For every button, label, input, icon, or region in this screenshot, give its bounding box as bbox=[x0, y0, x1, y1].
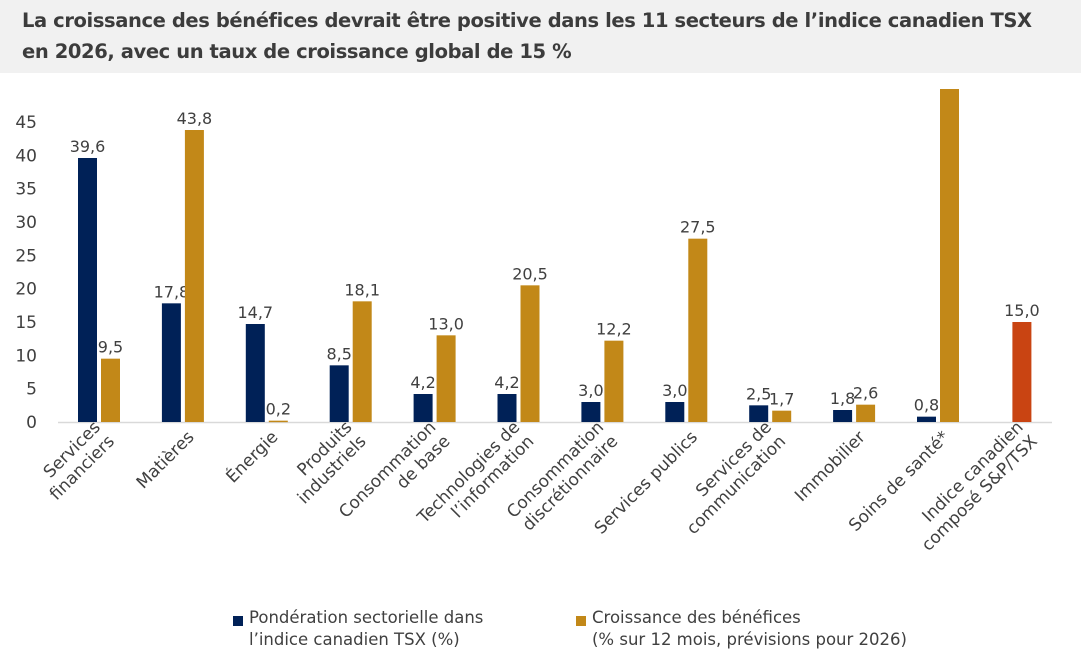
y-tick-label: 5 bbox=[26, 380, 37, 400]
legend-label: l’indice canadien TSX (%) bbox=[249, 630, 460, 649]
data-label-weight: 2,5 bbox=[746, 384, 771, 403]
data-label-weight: 39,6 bbox=[70, 137, 106, 156]
legend-label: Pondération sectorielle dans bbox=[249, 608, 484, 627]
data-label-weight: 3,0 bbox=[662, 381, 687, 400]
data-label-growth: 2,6 bbox=[853, 384, 878, 403]
x-tick-label: Indice canadiencomposé S&P/TSX bbox=[904, 417, 1042, 555]
x-tick-label: Servicesfinanciers bbox=[32, 417, 119, 504]
y-tick-label: 45 bbox=[15, 113, 37, 133]
bar-growth bbox=[688, 238, 708, 422]
legend-item-weight: Pondération sectorielle dans l’indice ca… bbox=[249, 607, 483, 651]
legend-label: (% sur 12 mois, prévisions pour 2026) bbox=[592, 630, 907, 649]
legend-swatch-growth bbox=[576, 616, 586, 626]
data-label-weight: 14,7 bbox=[237, 303, 273, 322]
bar-index-growth bbox=[1012, 322, 1032, 422]
y-tick-label: 35 bbox=[15, 180, 37, 200]
bar-growth bbox=[856, 404, 876, 422]
data-label-growth: 13,0 bbox=[428, 314, 464, 333]
y-tick-label: 15 bbox=[15, 313, 37, 333]
data-label-growth: 9,5 bbox=[98, 338, 123, 357]
x-tick-label: Énergie bbox=[221, 426, 282, 487]
data-label-weight: 0,8 bbox=[914, 396, 939, 415]
data-label-weight: 4,2 bbox=[410, 373, 435, 392]
data-label-growth: 27,5 bbox=[680, 218, 716, 237]
bar-weight bbox=[161, 303, 181, 422]
data-label-weight: 1,8 bbox=[830, 389, 855, 408]
bar-weight bbox=[833, 410, 853, 422]
data-label-weight: 3,0 bbox=[578, 381, 603, 400]
bar-growth bbox=[184, 130, 204, 422]
data-label-growth: 1,7 bbox=[769, 390, 794, 409]
title-line-1: La croissance des bénéfices devrait être… bbox=[22, 9, 1032, 32]
bar-weight bbox=[749, 405, 769, 422]
legend-item-growth: Croissance des bénéfices (% sur 12 mois,… bbox=[592, 607, 907, 651]
bar-growth bbox=[101, 358, 120, 422]
bar-weight bbox=[665, 402, 685, 422]
legend-label: Croissance des bénéfices bbox=[592, 608, 801, 627]
y-tick-label: 10 bbox=[15, 346, 37, 366]
x-tick-label-line: Énergie bbox=[221, 426, 282, 487]
y-tick-label: 30 bbox=[15, 213, 37, 233]
data-label-weight: 8,5 bbox=[326, 344, 351, 363]
bar-growth bbox=[940, 89, 959, 422]
data-label-growth: 20,5 bbox=[512, 264, 548, 283]
bar-weight bbox=[581, 402, 601, 422]
data-label-growth: 0,2 bbox=[266, 400, 291, 419]
bar-weight bbox=[917, 416, 936, 422]
data-label-growth: 12,2 bbox=[596, 320, 632, 339]
y-tick-label: 25 bbox=[15, 246, 37, 266]
y-tick-label: 0 bbox=[26, 413, 37, 433]
bar-weight bbox=[497, 394, 517, 422]
x-tick-label: Immobilier bbox=[791, 427, 869, 505]
bar-chart: 0 5 10 15 20 25 30 35 40 45 39,6 9,5 Servicesfinanci… bbox=[15, 89, 1052, 555]
bar-growth bbox=[604, 340, 624, 422]
bar-weight bbox=[245, 324, 265, 422]
x-tick-label-line: Matières bbox=[133, 427, 199, 493]
data-label-growth: 15,0 bbox=[1004, 301, 1040, 320]
legend-swatch-weight bbox=[233, 616, 243, 626]
data-label-weight: 4,2 bbox=[494, 373, 519, 392]
y-tick-label: 20 bbox=[15, 280, 37, 300]
x-tick-label-line: Immobilier bbox=[791, 427, 869, 505]
bar-growth bbox=[520, 285, 540, 422]
x-tick-label: Matières bbox=[133, 427, 199, 493]
bar-weight bbox=[413, 394, 433, 422]
bar-growth bbox=[772, 410, 792, 422]
bar-weight bbox=[329, 365, 349, 422]
data-label-growth: 43,8 bbox=[177, 109, 213, 128]
chart-title: La croissance des bénéfices devrait être… bbox=[0, 0, 1081, 73]
y-tick-label: 40 bbox=[15, 146, 37, 166]
bar-weight bbox=[78, 158, 97, 422]
bar-growth bbox=[268, 420, 288, 423]
bar-growth bbox=[436, 335, 456, 422]
bar-growth bbox=[352, 301, 372, 422]
data-label-growth: 18,1 bbox=[344, 280, 380, 299]
title-line-2: en 2026, avec un taux de croissance glob… bbox=[22, 40, 572, 63]
data-label-weight: 17,8 bbox=[154, 282, 190, 301]
